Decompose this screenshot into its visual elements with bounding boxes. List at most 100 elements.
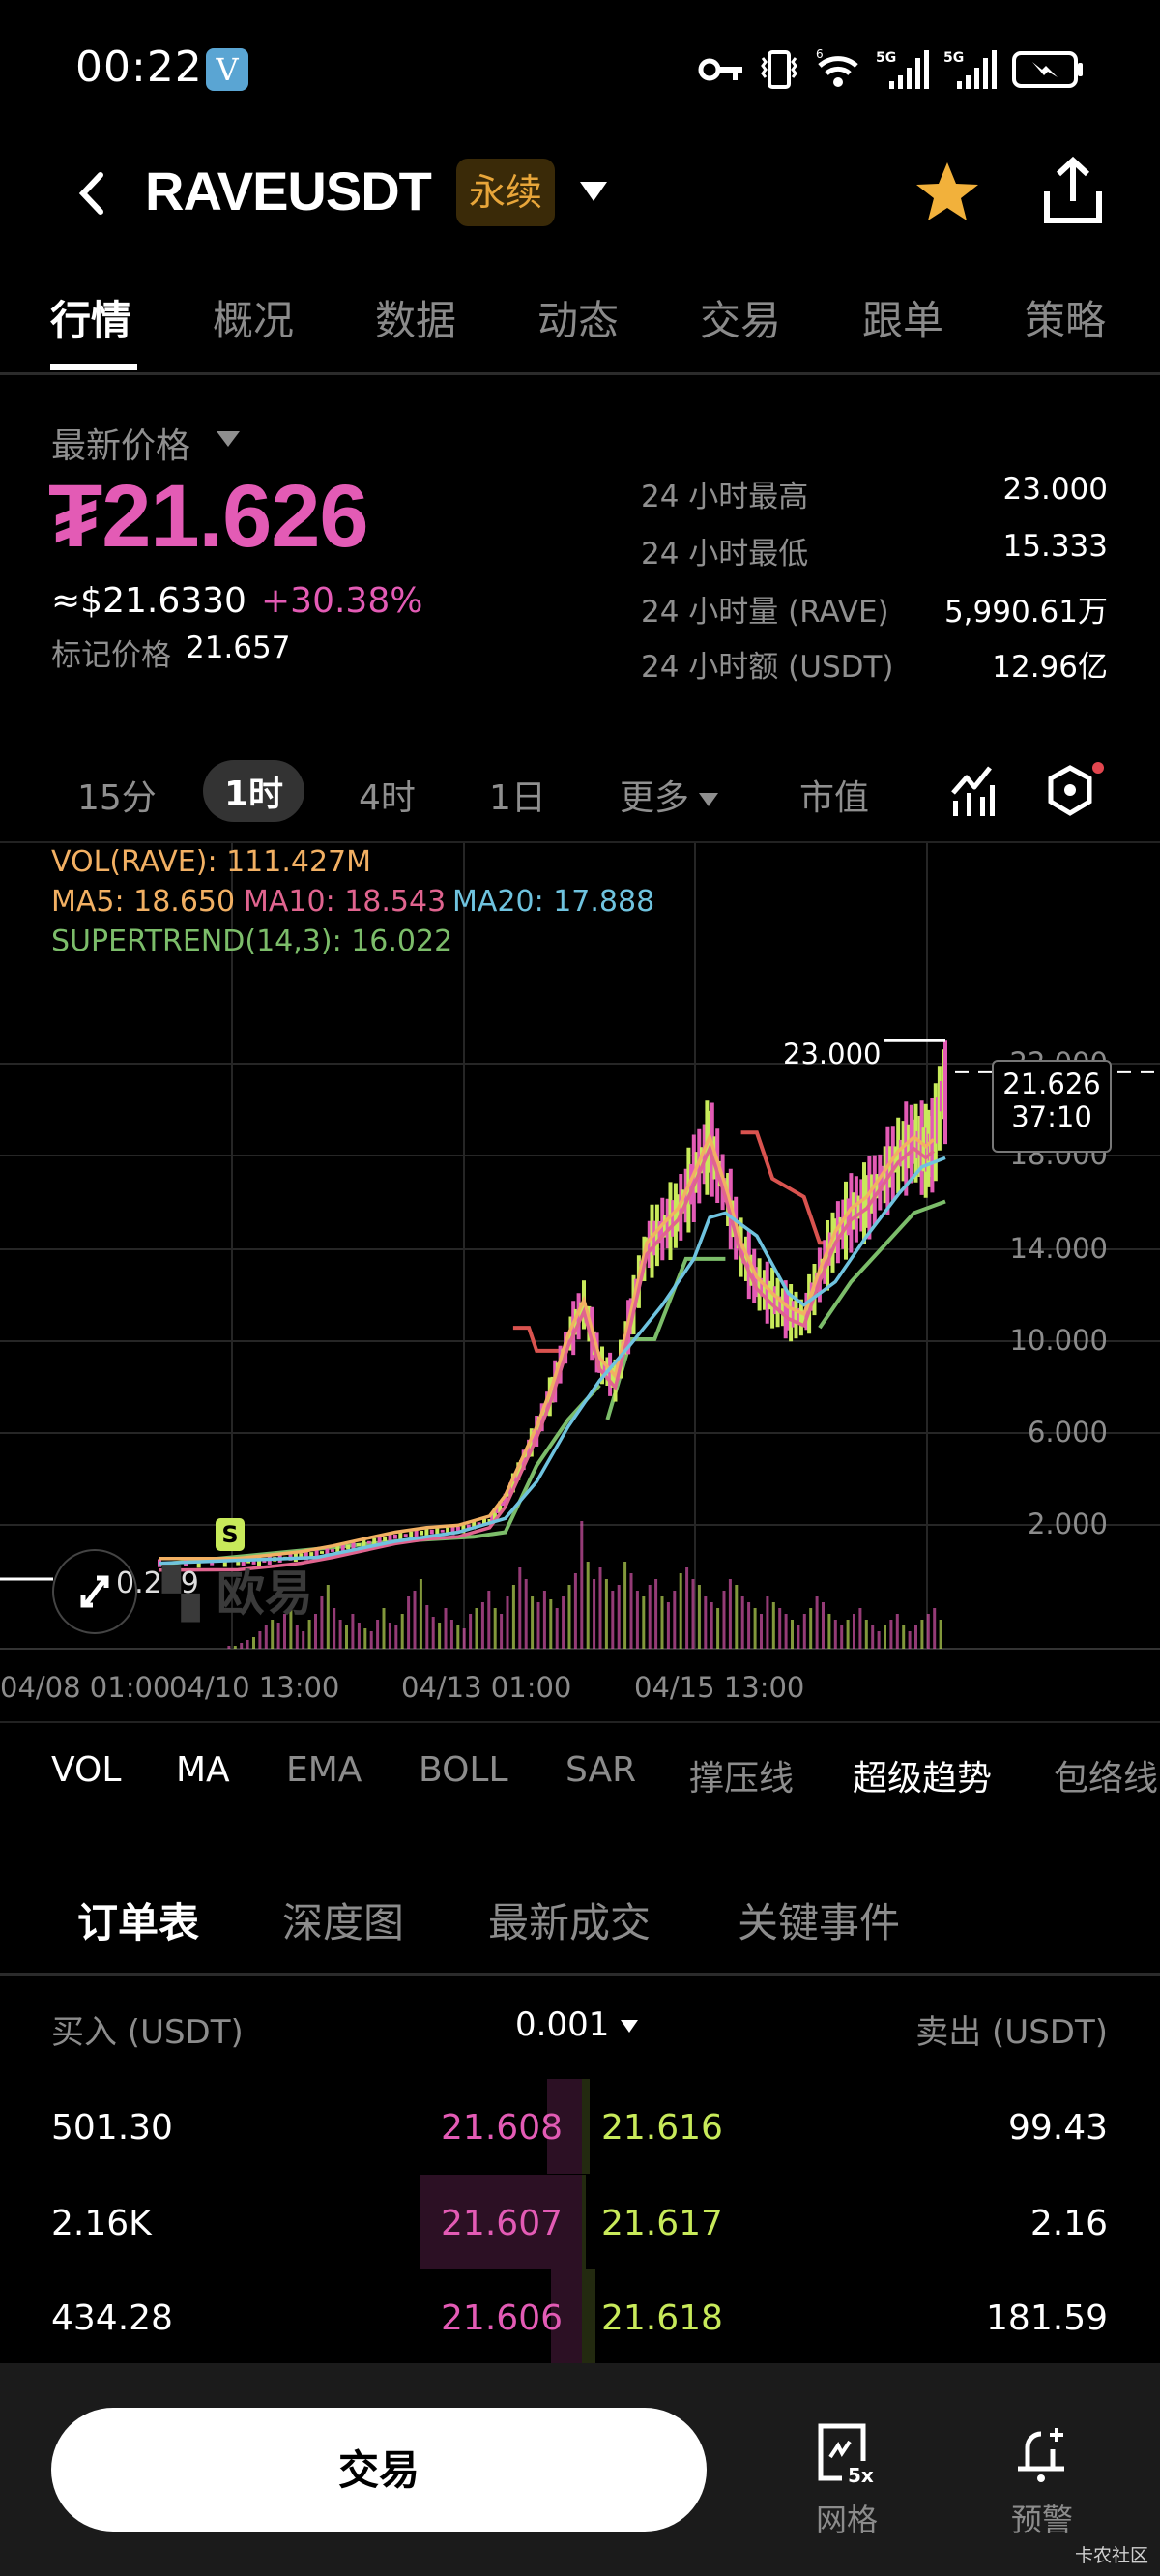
indicator-sar[interactable]: SAR xyxy=(566,1750,637,1790)
grid-button[interactable]: 5x 网格 xyxy=(789,2422,905,2540)
indicator-ma[interactable]: MA xyxy=(176,1750,230,1790)
timeframe-1h[interactable]: 1时 xyxy=(203,760,305,822)
ask-price: 21.618 xyxy=(601,2298,723,2338)
latest-price-label[interactable]: 最新价格 xyxy=(51,426,191,466)
grid-label: 网格 xyxy=(815,2502,878,2538)
indicator-vol[interactable]: VOL xyxy=(51,1750,122,1790)
usd-price: ≈$21.6330 xyxy=(51,581,246,621)
candlestick-chart[interactable] xyxy=(0,843,1160,1721)
grid-bot-icon: 5x xyxy=(818,2423,874,2487)
share-icon[interactable] xyxy=(1039,155,1107,226)
tab-market[interactable]: 行情 xyxy=(50,297,132,344)
pair-title[interactable]: RAVEUSDT xyxy=(145,161,432,221)
high-marker-label: 23.000 xyxy=(783,1038,882,1070)
app-badge-icon: V xyxy=(206,48,248,91)
mark-price-value: 21.657 xyxy=(186,630,291,665)
indicator-boll[interactable]: BOLL xyxy=(419,1750,508,1790)
status-icons: 6 5G 5G xyxy=(698,48,1085,91)
bid-depth-bar xyxy=(420,2175,582,2269)
stat-value-high: 23.000 xyxy=(1002,472,1108,507)
y-tick-6: 6.000 xyxy=(1027,1416,1108,1449)
legend-ma10: MA10: 18.543 xyxy=(244,885,447,919)
stat-value-volume: 5,990.61万 xyxy=(943,595,1108,629)
back-icon[interactable] xyxy=(68,160,116,227)
x-tick-1: 04/10 13:00 xyxy=(169,1671,340,1704)
orderbook-row[interactable]: 2.16K 21.607 21.617 2.16 xyxy=(0,2175,1160,2269)
svg-text:5G: 5G xyxy=(943,50,964,66)
timeframe-more[interactable]: 更多 xyxy=(620,770,719,820)
stat-value-turnover: 12.96亿 xyxy=(992,650,1108,685)
last-price-tag: 21.626 37:10 xyxy=(992,1060,1112,1153)
chart-bottom-divider xyxy=(0,1721,1160,1723)
community-watermark: 卡农社区 xyxy=(1074,2545,1148,2566)
tab-depth-chart[interactable]: 深度图 xyxy=(282,1899,405,1947)
trade-button[interactable]: 交易 xyxy=(51,2408,707,2532)
price-change: +30.38% xyxy=(261,581,423,621)
legend-ma5: MA5: 18.650 xyxy=(51,885,236,919)
orderbook-row[interactable]: 434.28 21.606 21.618 181.59 xyxy=(0,2269,1160,2364)
bid-depth-bar xyxy=(547,2079,582,2174)
indicator-chart-icon[interactable] xyxy=(949,764,998,818)
candle-countdown: 37:10 xyxy=(1011,1100,1092,1133)
y-tick-2: 2.000 xyxy=(1027,1508,1108,1540)
battery-charging-icon xyxy=(1012,51,1083,88)
signal-5g-icon-2: 5G xyxy=(943,50,997,89)
tab-latest-trades[interactable]: 最新成交 xyxy=(488,1899,652,1947)
expand-icon xyxy=(80,1575,109,1608)
last-price-tag-value: 21.626 xyxy=(1002,1068,1101,1100)
tab-news[interactable]: 动态 xyxy=(537,297,620,344)
indicator-envelope[interactable]: 包络线 xyxy=(1054,1759,1159,1799)
ask-depth-bar xyxy=(582,2079,590,2174)
bid-price: 21.606 xyxy=(441,2298,563,2338)
timeframe-more-label: 更多 xyxy=(620,778,690,818)
chevron-down-icon xyxy=(621,2020,639,2033)
alert-label: 预警 xyxy=(1010,2502,1073,2538)
indicator-supertrend[interactable]: 超级趋势 xyxy=(853,1759,993,1799)
orderbook-row[interactable]: 501.30 21.608 21.616 99.43 xyxy=(0,2079,1160,2174)
indicator-ema[interactable]: EMA xyxy=(286,1750,362,1790)
pair-dropdown-icon[interactable] xyxy=(580,182,607,201)
ask-price: 21.617 xyxy=(601,2204,723,2243)
bid-header: 买入 (USDT) xyxy=(51,2013,244,2052)
x-tick-3: 04/15 13:00 xyxy=(634,1671,805,1704)
timeframe-1d[interactable]: 1日 xyxy=(489,778,546,818)
okx-watermark: ▚ 欧易 xyxy=(162,1566,313,1622)
bid-amount: 501.30 xyxy=(51,2108,173,2148)
stat-value-low: 15.333 xyxy=(1002,529,1108,564)
key-icon xyxy=(698,58,742,81)
bid-price: 21.607 xyxy=(441,2204,563,2243)
main-tabs: 行情 概况 数据 动态 交易 跟单 策略 xyxy=(0,280,1160,377)
tab-data[interactable]: 数据 xyxy=(375,297,457,344)
tab-strategy[interactable]: 策略 xyxy=(1025,297,1107,344)
y-tick-10: 10.000 xyxy=(1009,1324,1108,1357)
tab-copy-trade[interactable]: 跟单 xyxy=(862,297,944,344)
bid-amount: 434.28 xyxy=(51,2298,173,2338)
add-alert-bell-icon xyxy=(1018,2428,1064,2482)
tab-overview[interactable]: 概况 xyxy=(213,297,295,344)
grid-badge: 5x xyxy=(848,2464,874,2486)
chevron-down-icon xyxy=(699,793,719,806)
chart-top-divider xyxy=(0,841,1160,843)
mark-price-label: 标记价格 xyxy=(51,638,171,673)
market-cap-toggle[interactable]: 市值 xyxy=(799,778,870,818)
signal-marker: S xyxy=(216,1518,245,1551)
indicator-support-resistance[interactable]: 撑压线 xyxy=(689,1759,795,1799)
tab-key-events[interactable]: 关键事件 xyxy=(738,1899,901,1947)
signal-5g-icon: 5G xyxy=(876,50,929,89)
timeframe-4h[interactable]: 4时 xyxy=(359,778,416,818)
tab-orderbook[interactable]: 订单表 xyxy=(77,1899,200,1947)
status-time: 00:22 xyxy=(75,43,203,92)
chart-settings-icon[interactable] xyxy=(1044,760,1104,822)
precision-value: 0.001 xyxy=(515,2005,610,2044)
fullscreen-button[interactable] xyxy=(52,1549,137,1634)
timeframe-15m[interactable]: 15分 xyxy=(77,778,157,818)
tab-trade[interactable]: 交易 xyxy=(700,297,782,344)
bid-amount: 2.16K xyxy=(51,2204,152,2243)
price-type-dropdown-icon[interactable] xyxy=(217,431,240,447)
alert-button[interactable]: 预警 xyxy=(984,2422,1100,2540)
favorite-star-icon[interactable] xyxy=(914,159,981,226)
precision-selector[interactable]: 0.001 xyxy=(515,2005,639,2044)
stat-label-high: 24 小时最高 xyxy=(641,480,809,514)
ask-header: 卖出 (USDT) xyxy=(915,2013,1108,2052)
legend-ma20: MA20: 17.888 xyxy=(452,885,655,919)
